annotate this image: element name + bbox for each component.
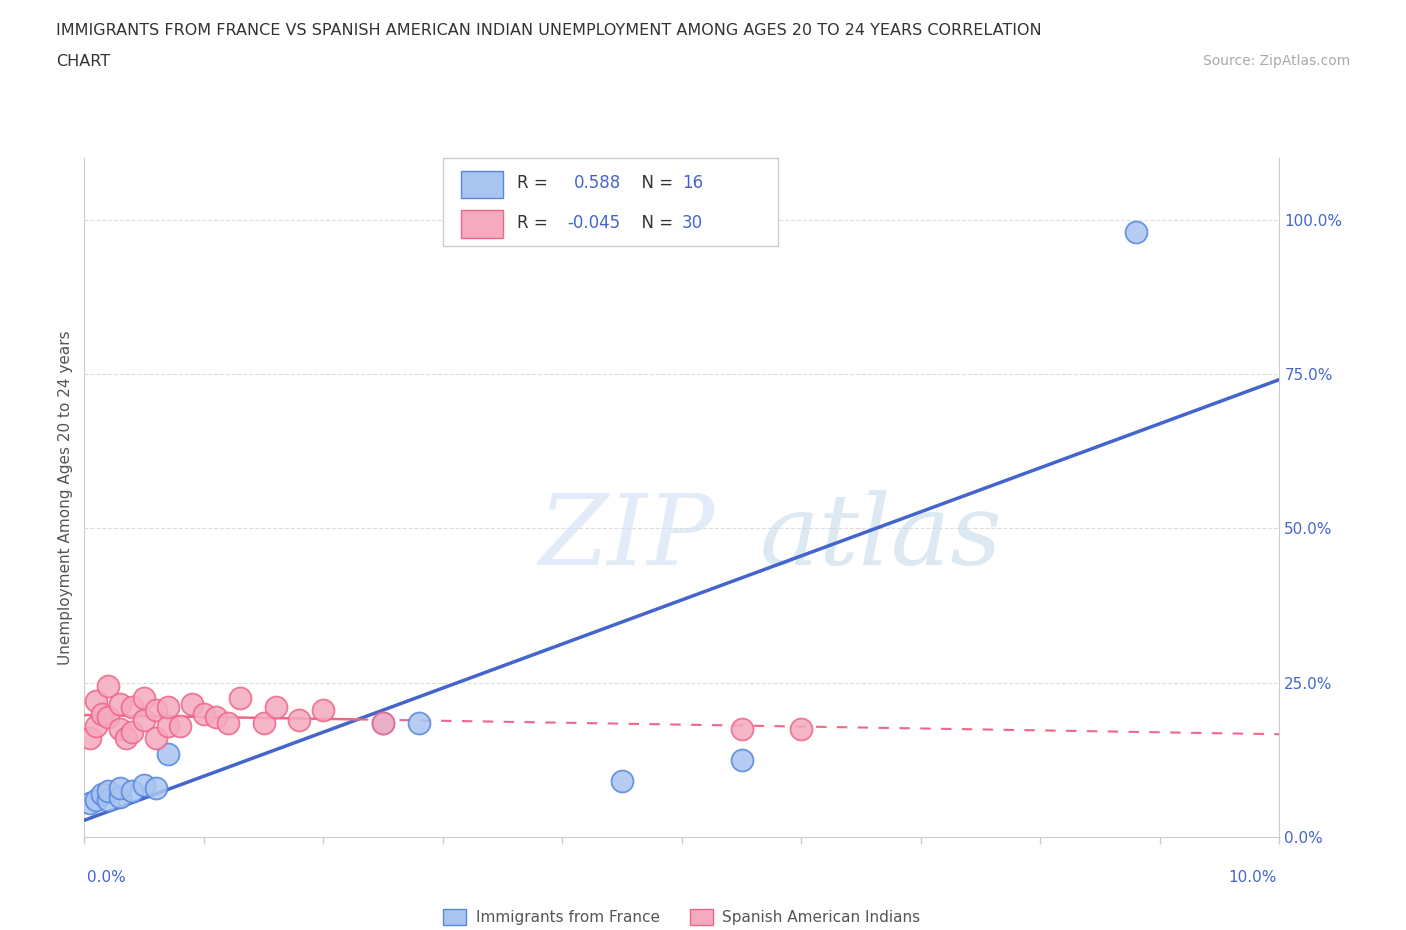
- FancyBboxPatch shape: [461, 210, 503, 237]
- Point: [110, 722, 132, 737]
- Text: 16: 16: [682, 174, 703, 192]
- Point: [157, 700, 180, 715]
- FancyBboxPatch shape: [461, 171, 503, 198]
- Point: [145, 731, 167, 746]
- Text: Source: ZipAtlas.com: Source: ZipAtlas.com: [1202, 54, 1350, 68]
- Point: [228, 691, 252, 706]
- Point: [145, 703, 167, 718]
- Point: [288, 712, 311, 727]
- Point: [121, 724, 143, 739]
- Point: [408, 715, 430, 730]
- Point: [1125, 225, 1147, 240]
- Text: ZIP: ZIP: [538, 491, 714, 586]
- Point: [264, 700, 287, 715]
- Point: [312, 703, 335, 718]
- Point: [121, 700, 143, 715]
- Text: R =: R =: [517, 214, 553, 232]
- Point: [371, 715, 394, 730]
- Point: [180, 697, 202, 711]
- Point: [157, 719, 180, 734]
- Text: 30: 30: [682, 214, 703, 232]
- Point: [193, 706, 215, 721]
- Text: 0.588: 0.588: [574, 174, 621, 192]
- Point: [79, 796, 101, 811]
- Point: [97, 710, 120, 724]
- Point: [97, 792, 120, 807]
- Point: [110, 697, 132, 711]
- Point: [205, 710, 228, 724]
- Point: [115, 731, 138, 746]
- Text: R =: R =: [517, 174, 558, 192]
- Legend: Immigrants from France, Spanish American Indians: Immigrants from France, Spanish American…: [437, 903, 927, 930]
- Y-axis label: Unemployment Among Ages 20 to 24 years: Unemployment Among Ages 20 to 24 years: [58, 330, 73, 665]
- Text: 10.0%: 10.0%: [1229, 870, 1277, 884]
- Point: [86, 694, 108, 709]
- Point: [132, 777, 156, 792]
- Point: [110, 780, 132, 795]
- Point: [132, 712, 156, 727]
- Point: [91, 787, 114, 802]
- Point: [86, 792, 108, 807]
- Point: [132, 691, 156, 706]
- Point: [731, 722, 754, 737]
- Point: [91, 706, 114, 721]
- Point: [371, 715, 394, 730]
- Point: [97, 678, 120, 693]
- Text: 0.0%: 0.0%: [87, 870, 127, 884]
- Point: [217, 715, 239, 730]
- Point: [145, 780, 167, 795]
- Text: IMMIGRANTS FROM FRANCE VS SPANISH AMERICAN INDIAN UNEMPLOYMENT AMONG AGES 20 TO : IMMIGRANTS FROM FRANCE VS SPANISH AMERIC…: [56, 23, 1042, 38]
- Point: [731, 752, 754, 767]
- Point: [157, 746, 180, 761]
- Text: N =: N =: [630, 214, 678, 232]
- Text: CHART: CHART: [56, 54, 110, 69]
- Point: [79, 731, 101, 746]
- Point: [121, 783, 143, 798]
- Point: [169, 719, 191, 734]
- Point: [110, 790, 132, 804]
- Text: N =: N =: [630, 174, 678, 192]
- FancyBboxPatch shape: [443, 158, 778, 246]
- Point: [790, 722, 813, 737]
- Point: [610, 774, 633, 789]
- Point: [253, 715, 276, 730]
- Point: [97, 783, 120, 798]
- Text: atlas: atlas: [759, 491, 1002, 586]
- Point: [86, 719, 108, 734]
- Text: -0.045: -0.045: [567, 214, 620, 232]
